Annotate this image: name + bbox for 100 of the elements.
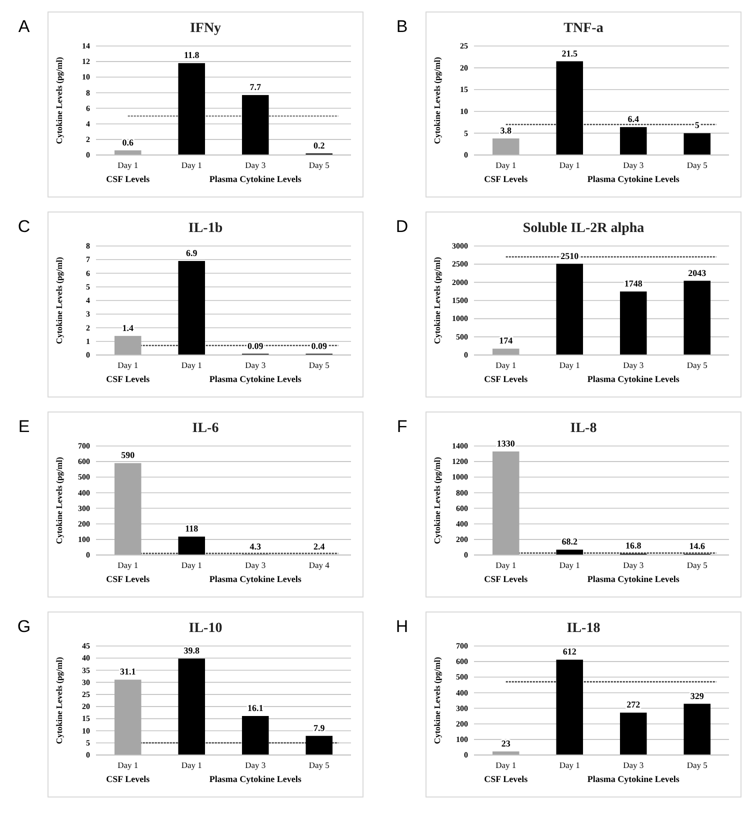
y-tick-label: 20 bbox=[82, 702, 90, 712]
data-label: 68.2 bbox=[562, 536, 578, 547]
text: CSF Levels bbox=[106, 574, 150, 584]
text: Plasma Cytokine Levels bbox=[209, 774, 302, 784]
y-tick-label: 3000 bbox=[452, 242, 468, 251]
y-tick-label: 5 bbox=[86, 738, 90, 748]
data-label: 590 bbox=[121, 450, 136, 460]
y-tick-label: 0 bbox=[86, 150, 90, 160]
x-tick-label: Day 5 bbox=[308, 760, 330, 770]
text: G bbox=[17, 617, 31, 636]
y-tick-label: 0 bbox=[86, 350, 90, 360]
y-tick-label: 20 bbox=[460, 63, 468, 72]
x-tick-label: Day 1 bbox=[118, 160, 138, 170]
text: CSF Levels bbox=[484, 574, 528, 584]
text: Plasma Cytokine Levels bbox=[587, 174, 680, 184]
chart-title: IL-6 bbox=[192, 421, 219, 436]
data-label: 612 bbox=[562, 646, 577, 657]
y-tick-label: 25 bbox=[82, 690, 90, 700]
y-tick-label: 35 bbox=[82, 666, 90, 675]
y-tick-label: 2000 bbox=[452, 278, 468, 287]
text: D bbox=[396, 217, 408, 236]
y-tick-label: 6 bbox=[86, 104, 90, 113]
data-label: 16.8 bbox=[626, 540, 642, 551]
y-tick-label: 600 bbox=[456, 504, 468, 513]
y-tick-label: 700 bbox=[456, 642, 468, 651]
y-axis-title: Cytokine Levels (pg/ml) bbox=[54, 656, 64, 744]
y-tick-label: 14 bbox=[82, 42, 90, 51]
y-axis-title: Cytokine Levels (pg/ml) bbox=[54, 256, 64, 344]
text: E bbox=[18, 417, 30, 436]
x-tick-label: Day 3 bbox=[245, 160, 266, 170]
x-tick-label: Day 5 bbox=[308, 160, 330, 170]
y-tick-label: 300 bbox=[78, 504, 90, 513]
data-label: 1748 bbox=[624, 278, 643, 288]
y-tick-label: 2500 bbox=[452, 260, 468, 269]
y-tick-label: 800 bbox=[456, 488, 468, 498]
text: C bbox=[18, 217, 30, 236]
y-tick-label: 6 bbox=[86, 268, 90, 278]
text: Plasma Cytokine Levels bbox=[587, 774, 680, 784]
text: H bbox=[396, 617, 408, 636]
x-tick-label: Day 4 bbox=[308, 560, 330, 570]
y-tick-label: 10 bbox=[82, 726, 90, 736]
y-tick-label: 400 bbox=[78, 488, 90, 498]
x-tick-label: Day 1 bbox=[559, 560, 580, 570]
y-tick-label: 1500 bbox=[452, 296, 468, 306]
data-label: 2.4 bbox=[314, 542, 326, 552]
data-label: 1.4 bbox=[122, 322, 134, 333]
data-label: 3.8 bbox=[500, 125, 512, 136]
y-tick-label: 0 bbox=[86, 550, 90, 560]
data-label: 39.8 bbox=[184, 646, 200, 656]
y-tick-label: 0 bbox=[464, 150, 468, 160]
x-tick-label: Day 1 bbox=[181, 560, 202, 570]
y-tick-label: 30 bbox=[82, 678, 90, 687]
x-tick-label: Day 1 bbox=[559, 360, 580, 370]
y-tick-label: 1400 bbox=[452, 442, 468, 451]
y-tick-label: 4 bbox=[86, 296, 90, 306]
y-tick-label: 1 bbox=[86, 336, 90, 346]
chart-title: IL-8 bbox=[570, 421, 597, 436]
x-tick-label: Day 3 bbox=[623, 360, 644, 370]
y-tick-label: 4 bbox=[86, 119, 90, 128]
x-tick-label: Day 3 bbox=[623, 160, 644, 170]
text: CSF Levels bbox=[484, 374, 528, 384]
data-label: 16.1 bbox=[248, 703, 264, 713]
y-tick-label: 0 bbox=[464, 350, 468, 360]
x-tick-label: Day 3 bbox=[245, 560, 266, 570]
x-tick-label: Day 3 bbox=[245, 360, 266, 370]
x-tick-label: Day 1 bbox=[496, 160, 516, 170]
text: Plasma Cytokine Levels bbox=[209, 374, 302, 384]
text: B bbox=[396, 17, 408, 36]
chart-title: Soluble IL-2R alpha bbox=[522, 221, 644, 236]
chart-title: IL-18 bbox=[566, 621, 600, 636]
x-tick-label: Day 1 bbox=[181, 160, 202, 170]
text: CSF Levels bbox=[106, 774, 150, 784]
text: F bbox=[396, 417, 408, 436]
y-tick-label: 45 bbox=[82, 642, 90, 651]
text: CSF Levels bbox=[484, 174, 528, 184]
x-tick-label: Day 1 bbox=[559, 760, 580, 770]
y-tick-label: 200 bbox=[456, 534, 468, 544]
y-tick-label: 0 bbox=[464, 750, 468, 760]
chart-title: IL-10 bbox=[188, 621, 222, 636]
x-tick-label: Day 5 bbox=[686, 360, 708, 370]
y-tick-label: 300 bbox=[456, 704, 468, 713]
data-label: 6.4 bbox=[628, 114, 640, 124]
chart-title: IL-1b bbox=[188, 221, 223, 236]
x-tick-label: Day 1 bbox=[496, 360, 516, 370]
text: Plasma Cytokine Levels bbox=[209, 174, 302, 184]
text: CSF Levels bbox=[106, 374, 150, 384]
x-tick-label: Day 1 bbox=[181, 760, 202, 770]
x-tick-label: Day 3 bbox=[623, 760, 644, 770]
data-label: 7.7 bbox=[250, 82, 262, 92]
y-tick-label: 40 bbox=[82, 654, 90, 663]
y-tick-label: 8 bbox=[86, 88, 90, 98]
x-tick-label: Day 1 bbox=[496, 560, 516, 570]
y-tick-label: 400 bbox=[456, 688, 468, 698]
text: Plasma Cytokine Levels bbox=[209, 574, 302, 584]
y-tick-label: 500 bbox=[456, 672, 468, 682]
chart-title: TNF-a bbox=[564, 21, 604, 36]
text: CSF Levels bbox=[106, 174, 150, 184]
text: Plasma Cytokine Levels bbox=[587, 574, 680, 584]
y-tick-label: 10 bbox=[82, 72, 90, 82]
data-label: 6.9 bbox=[186, 248, 198, 258]
